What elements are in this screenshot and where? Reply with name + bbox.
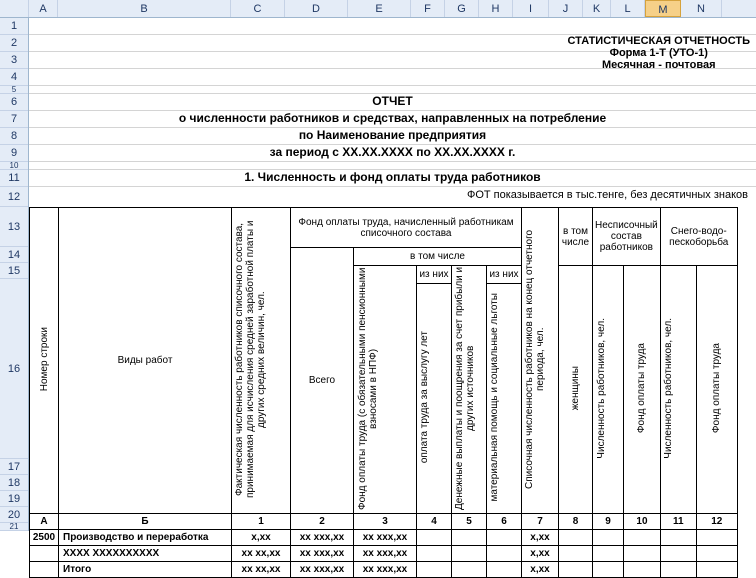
head-fact: Фактическая численность работников списо… — [232, 208, 291, 514]
head-fond-group: Фонд оплаты труда, начисленный работника… — [291, 208, 522, 248]
row-headers: 1 2 3 4 5 6 7 8 9 10 11 12 13 14 15 16 1… — [0, 18, 29, 531]
table-row[interactable]: 2500 Производство и переработка x,xxxx x… — [30, 530, 738, 546]
section-title: 1. Численность и фонд оплаты труда работ… — [29, 170, 756, 184]
col-L[interactable]: L — [611, 0, 645, 17]
row-20[interactable]: 20 — [0, 507, 28, 523]
col-K[interactable]: K — [583, 0, 611, 17]
head-iznih2: из них — [487, 266, 522, 284]
head-c8g: в том числе — [559, 208, 593, 266]
stat-title: СТАТИСТИЧЕСКАЯ ОТЧЕТНОСТЬ — [568, 35, 751, 47]
row-14[interactable]: 14 — [0, 247, 28, 263]
head-c8: женщины — [559, 266, 593, 514]
fot-note: ФОТ показывается в тыс.тенге, без десяти… — [467, 189, 748, 201]
head-c1112g: Снего-водо-пескоборьба — [660, 208, 737, 266]
doc-header-block: СТАТИСТИЧЕСКАЯ ОТЧЕТНОСТЬ Форма 1-Т (УТО… — [568, 35, 751, 71]
head-c3: Фонд оплаты труда (с обязательными пенси… — [354, 266, 417, 514]
head-vtom: в том числе — [354, 248, 522, 266]
select-all-corner[interactable] — [0, 0, 29, 17]
row-19[interactable]: 19 — [0, 491, 28, 507]
col-C[interactable]: C — [231, 0, 285, 17]
row-16[interactable]: 16 — [0, 279, 28, 459]
head-nomer: Номер строки — [30, 208, 59, 514]
row-11[interactable]: 11 — [0, 170, 28, 187]
title-3: по Наименование предприятия — [29, 128, 756, 142]
row-3[interactable]: 3 — [0, 52, 28, 69]
col-J[interactable]: J — [549, 0, 583, 17]
head-vsego: Всего — [291, 248, 354, 514]
row-5[interactable]: 5 — [0, 86, 28, 94]
head-c10: Фонд оплаты труда — [624, 266, 661, 514]
row-7[interactable]: 7 — [0, 111, 28, 128]
period-type: Месячная - почтовая — [568, 59, 751, 71]
col-E[interactable]: E — [348, 0, 411, 17]
head-c7: Списочная численность работников на коне… — [522, 208, 559, 514]
column-headers: A B C D E F G H I J K L M N — [0, 0, 756, 18]
row-6[interactable]: 6 — [0, 94, 28, 111]
table-row[interactable]: Итого xx xx,xxxx xxx,xx xx xxx,xx x,xx — [30, 562, 738, 578]
col-H[interactable]: H — [479, 0, 513, 17]
head-c11: Численность работников, чел. — [660, 266, 696, 514]
title-1: ОТЧЕТ — [29, 94, 756, 108]
head-c4: оплата труда за выслугу лет — [417, 284, 452, 514]
col-N[interactable]: N — [681, 0, 722, 17]
col-A[interactable]: A — [29, 0, 58, 17]
col-G[interactable]: G — [445, 0, 479, 17]
row-2[interactable]: 2 — [0, 35, 28, 52]
number-row: АБ 12 34 56 78 910 1112 — [30, 514, 738, 530]
row-4[interactable]: 4 — [0, 69, 28, 86]
form-title: Форма 1-Т (УТО-1) — [568, 47, 751, 59]
table-row[interactable]: XXXX XXXXXXXXXX xx xx,xxxx xxx,xx xx xxx… — [30, 546, 738, 562]
head-c12: Фонд оплаты труда — [696, 266, 737, 514]
row-1[interactable]: 1 — [0, 18, 28, 35]
row-8[interactable]: 8 — [0, 128, 28, 145]
col-M[interactable]: M — [645, 0, 681, 17]
title-2: о численности работников и средствах, на… — [29, 111, 756, 125]
col-D[interactable]: D — [285, 0, 348, 17]
row-9[interactable]: 9 — [0, 145, 28, 162]
head-vidy: Виды работ — [59, 208, 232, 514]
row-17[interactable]: 17 — [0, 459, 28, 475]
title-4: за период с XX.XX.XXXX по XX.XX.XXXX г. — [29, 145, 756, 159]
col-B[interactable]: B — [58, 0, 231, 17]
head-iznih1: из них — [417, 266, 452, 284]
head-c9: Численность работников, чел. — [593, 266, 624, 514]
report-table: Номер строки Виды работ Фактическая числ… — [29, 207, 738, 578]
grid-area[interactable]: СТАТИСТИЧЕСКАЯ ОТЧЕТНОСТЬ Форма 1-Т (УТО… — [29, 18, 756, 531]
row-15[interactable]: 15 — [0, 263, 28, 279]
head-c910g: Несписочный состав работников — [593, 208, 661, 266]
head-c6: материальная помощь и социальные льготы — [487, 284, 522, 514]
row-12[interactable]: 12 — [0, 187, 28, 207]
row-13[interactable]: 13 — [0, 207, 28, 247]
row-18[interactable]: 18 — [0, 475, 28, 491]
head-c5: Денежные выплаты и поощрения за счет при… — [452, 266, 487, 514]
row-10[interactable]: 10 — [0, 162, 28, 170]
col-F[interactable]: F — [411, 0, 445, 17]
col-I[interactable]: I — [513, 0, 549, 17]
